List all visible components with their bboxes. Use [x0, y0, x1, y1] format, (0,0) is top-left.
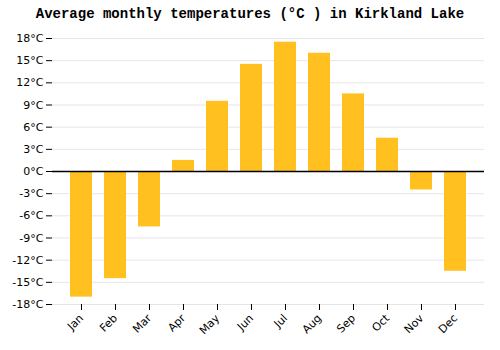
svg-text:0°C: 0°C: [23, 165, 43, 178]
svg-text:15°C: 15°C: [16, 54, 43, 67]
svg-text:Nov: Nov: [402, 311, 427, 336]
svg-text:Jul: Jul: [271, 312, 290, 331]
svg-text:Oct: Oct: [369, 311, 392, 334]
svg-text:9°C: 9°C: [23, 99, 43, 112]
svg-text:Sep: Sep: [334, 312, 358, 336]
svg-text:18°C: 18°C: [16, 32, 43, 45]
svg-text:12°C: 12°C: [16, 76, 43, 89]
svg-text:Jan: Jan: [64, 312, 86, 334]
svg-text:Mar: Mar: [130, 311, 154, 335]
svg-text:Dec: Dec: [436, 312, 460, 336]
svg-text:-6°C: -6°C: [19, 209, 43, 222]
svg-text:Jun: Jun: [234, 312, 256, 334]
svg-text:3°C: 3°C: [23, 143, 43, 156]
svg-text:May: May: [197, 311, 223, 337]
svg-text:-9°C: -9°C: [19, 232, 43, 245]
html-text:Average monthly temperatures (: Average monthly temperatures (°C ) in Ki…: [35, 6, 465, 22]
svg-text:Feb: Feb: [97, 312, 120, 335]
svg-text:-18°C: -18°C: [12, 298, 43, 311]
svg-text:Aug: Aug: [300, 312, 324, 336]
svg-text:-12°C: -12°C: [12, 254, 43, 267]
svg-text:-3°C: -3°C: [19, 187, 43, 200]
svg-text:6°C: 6°C: [23, 121, 43, 134]
svg-text:Apr: Apr: [165, 311, 188, 334]
svg-text:-15°C: -15°C: [12, 276, 43, 289]
